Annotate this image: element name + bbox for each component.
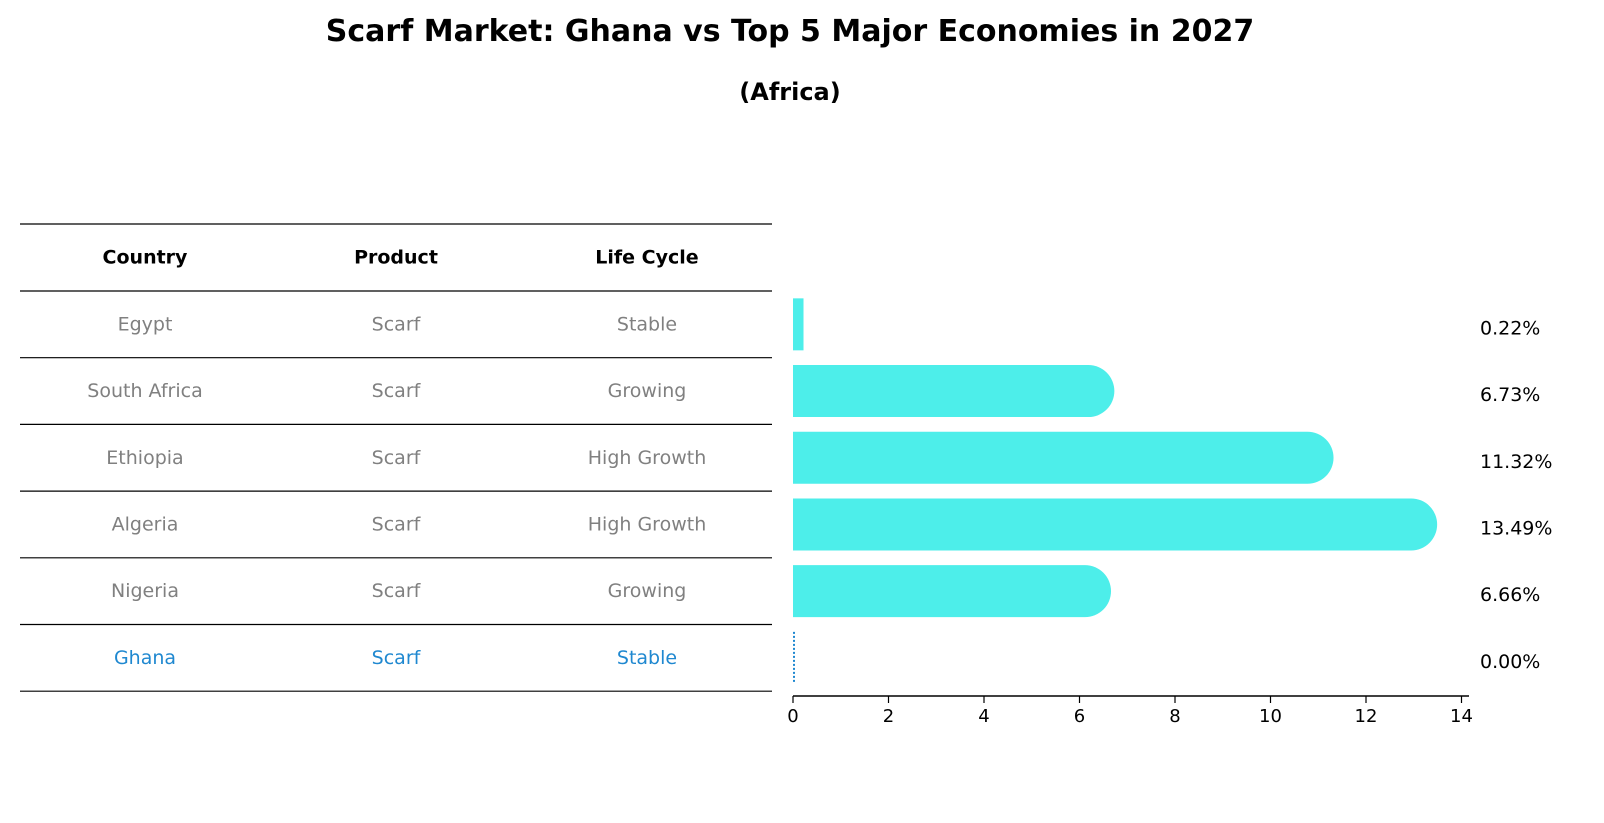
data-label: 13.49% bbox=[1480, 517, 1552, 539]
x-tick-label: 10 bbox=[1259, 706, 1282, 727]
value-labels: 0.22% 6.73% 11.32% 13.49% 6.66% 0.00% bbox=[1480, 317, 1552, 672]
x-tick-label: 4 bbox=[978, 706, 989, 727]
data-label: 0.22% bbox=[1480, 317, 1540, 339]
table-cell: Growing bbox=[608, 580, 687, 602]
chart-subtitle: (Africa) bbox=[739, 78, 841, 106]
bar bbox=[793, 431, 1334, 484]
data-table: Country Product Life Cycle Egypt Scarf Stable… bbox=[20, 223, 772, 692]
data-label: 6.66% bbox=[1480, 584, 1540, 606]
data-label: 6.73% bbox=[1480, 384, 1540, 406]
x-tick-label: 14 bbox=[1450, 706, 1473, 727]
bar-series bbox=[793, 298, 1438, 684]
table-header: Product bbox=[354, 247, 438, 269]
table-cell: Stable bbox=[617, 647, 677, 669]
x-tick-label: 0 bbox=[787, 706, 798, 727]
x-tick-label: 6 bbox=[1074, 706, 1085, 727]
table-cell: Nigeria bbox=[111, 580, 179, 602]
table-cell: Scarf bbox=[372, 313, 422, 335]
table-cell: Scarf bbox=[372, 447, 422, 469]
x-tick-label: 12 bbox=[1355, 706, 1378, 727]
table-cell: High Growth bbox=[588, 513, 706, 535]
bar bbox=[793, 565, 1112, 618]
table-header: Country bbox=[103, 247, 189, 269]
bar bbox=[793, 298, 804, 351]
table-cell: Ethiopia bbox=[106, 447, 183, 469]
data-label: 11.32% bbox=[1480, 451, 1552, 473]
table-cell: South Africa bbox=[87, 380, 202, 402]
x-tick-label: 8 bbox=[1169, 706, 1180, 727]
table-cell: Scarf bbox=[372, 580, 422, 602]
table-header: Life Cycle bbox=[595, 247, 698, 269]
x-axis: 0 2 4 6 8 10 12 14 bbox=[787, 695, 1473, 727]
bar bbox=[793, 498, 1438, 551]
bar bbox=[793, 365, 1115, 418]
table-cell: Scarf bbox=[372, 647, 422, 669]
table-cell: Growing bbox=[608, 380, 687, 402]
table-cell: Scarf bbox=[372, 380, 422, 402]
data-label: 0.00% bbox=[1480, 651, 1540, 673]
table-cell: Egypt bbox=[118, 313, 173, 335]
table-cell: Algeria bbox=[112, 513, 179, 535]
chart-title: Scarf Market: Ghana vs Top 5 Major Econo… bbox=[325, 14, 1255, 49]
table-cell: Scarf bbox=[372, 513, 422, 535]
table-cell: Stable bbox=[617, 313, 677, 335]
x-tick-label: 2 bbox=[883, 706, 894, 727]
table-cell: Ghana bbox=[114, 647, 176, 669]
table-cell: High Growth bbox=[588, 447, 706, 469]
